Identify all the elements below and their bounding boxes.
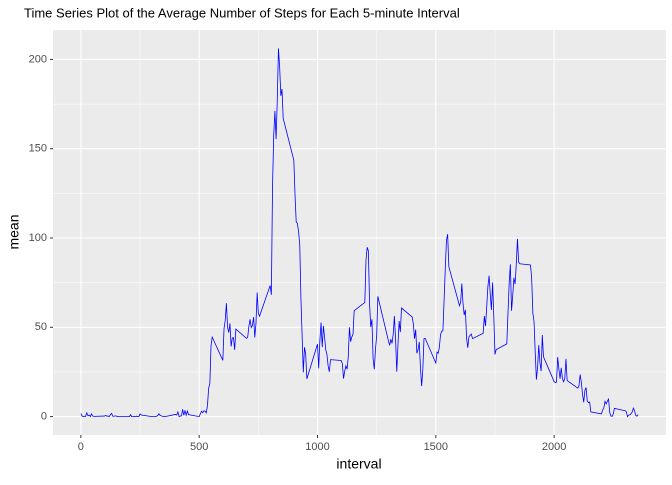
x-tick-label: 1000 — [305, 441, 329, 453]
x-axis-title: interval — [336, 456, 381, 472]
panel — [53, 30, 666, 435]
x-tick-label: 0 — [78, 441, 84, 453]
x-tick-label: 2000 — [542, 441, 566, 453]
y-tick-label: 150 — [29, 143, 47, 155]
y-tick-label: 200 — [29, 53, 47, 65]
y-tick-label: 0 — [41, 410, 47, 422]
x-tick-label: 500 — [190, 441, 208, 453]
x-tick-label: 1500 — [424, 441, 448, 453]
chart-title: Time Series Plot of the Average Number o… — [24, 5, 460, 20]
line — [80, 48, 639, 418]
y-tick-label: 50 — [35, 321, 47, 333]
y-tick-label: 100 — [29, 232, 47, 244]
y-axis-title: mean — [6, 214, 22, 249]
